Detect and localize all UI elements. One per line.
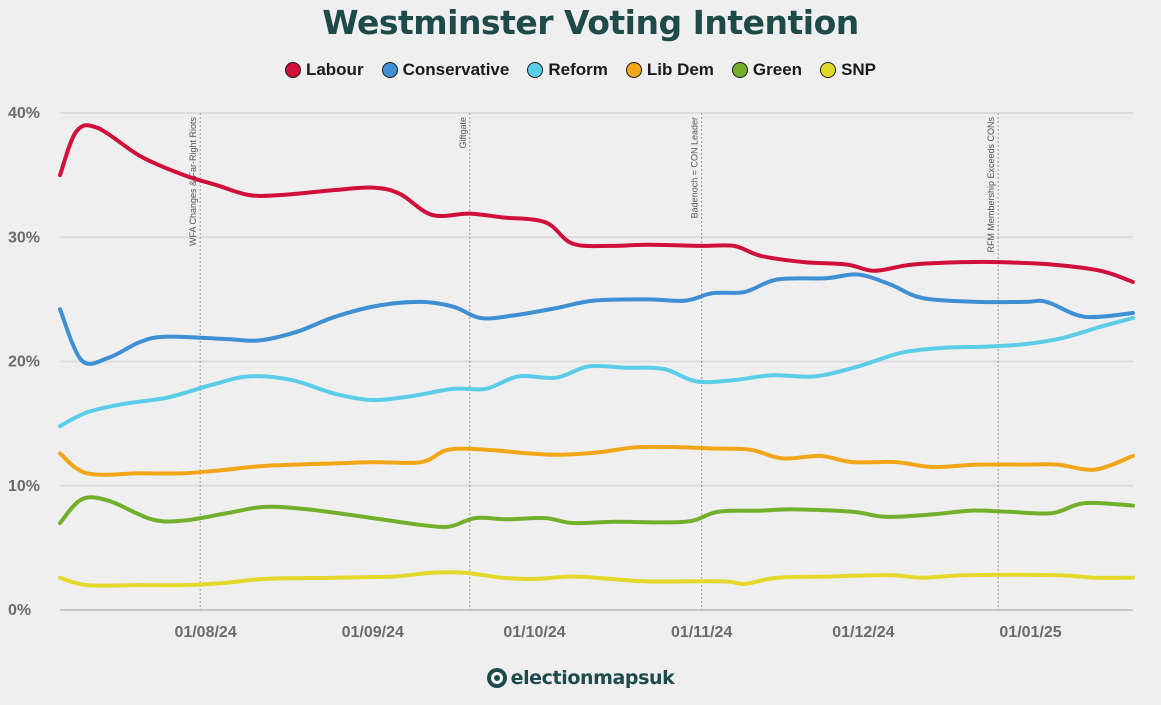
globe-logo-icon (486, 668, 507, 688)
legend-item: Green (731, 60, 803, 80)
legend-swatch (625, 62, 642, 78)
x-tick-label: 01/11/24 (671, 624, 733, 641)
legend-swatch (381, 62, 398, 78)
annotation-label: RFM Membership Exceeds CONs (986, 117, 996, 253)
legend-item: Conservative (381, 60, 510, 80)
y-tick-label: 0% (8, 602, 31, 619)
x-tick-label: 01/09/24 (342, 624, 404, 641)
series-line-labour (58, 123, 1135, 284)
y-tick-label: 20% (8, 354, 40, 371)
annotation-label: Giftgate (458, 117, 468, 149)
series-line-reform (58, 316, 1135, 429)
y-tick-label: 10% (8, 478, 40, 495)
x-tick-label: 01/10/24 (503, 624, 565, 641)
annotation-label: Badenoch = CON Leader (690, 117, 700, 218)
x-tick-label: 01/08/24 (174, 624, 236, 641)
series-line-green (58, 495, 1135, 530)
legend-label: Reform (548, 60, 608, 79)
annotation-label: WFA Changes & Far-Right Riots (188, 117, 198, 247)
legend-swatch (527, 62, 544, 78)
chart-title: Westminster Voting Intention (322, 3, 859, 42)
legend-swatch (731, 62, 748, 78)
legend-label: Conservative (402, 60, 510, 79)
legend-label: Green (752, 60, 803, 79)
y-tick-label: 40% (8, 105, 40, 122)
series-line-lib-dem (58, 444, 1135, 477)
x-tick-label: 01/12/24 (832, 624, 894, 641)
y-tick-label: 30% (8, 229, 40, 246)
footer-brand: electionmapsuk (0, 667, 1161, 689)
legend-label: SNP (841, 60, 877, 79)
legend-label: Labour (305, 60, 364, 79)
legend-item: Reform (527, 60, 608, 80)
legend-swatch (820, 62, 837, 78)
legend-label: Lib Dem (646, 60, 714, 79)
x-tick-label: 01/01/25 (999, 624, 1061, 641)
chart-legend: Labour Conservative Reform Lib Dem Green SNP (0, 60, 1161, 80)
legend-swatch (284, 62, 301, 78)
legend-item: Labour (284, 60, 364, 80)
series-line-snp (58, 570, 1135, 588)
legend-item: SNP (820, 60, 876, 80)
brand-name: electionmapsuk (510, 667, 675, 689)
series-line-conservative (58, 272, 1135, 366)
legend-item: Lib Dem (625, 60, 714, 80)
